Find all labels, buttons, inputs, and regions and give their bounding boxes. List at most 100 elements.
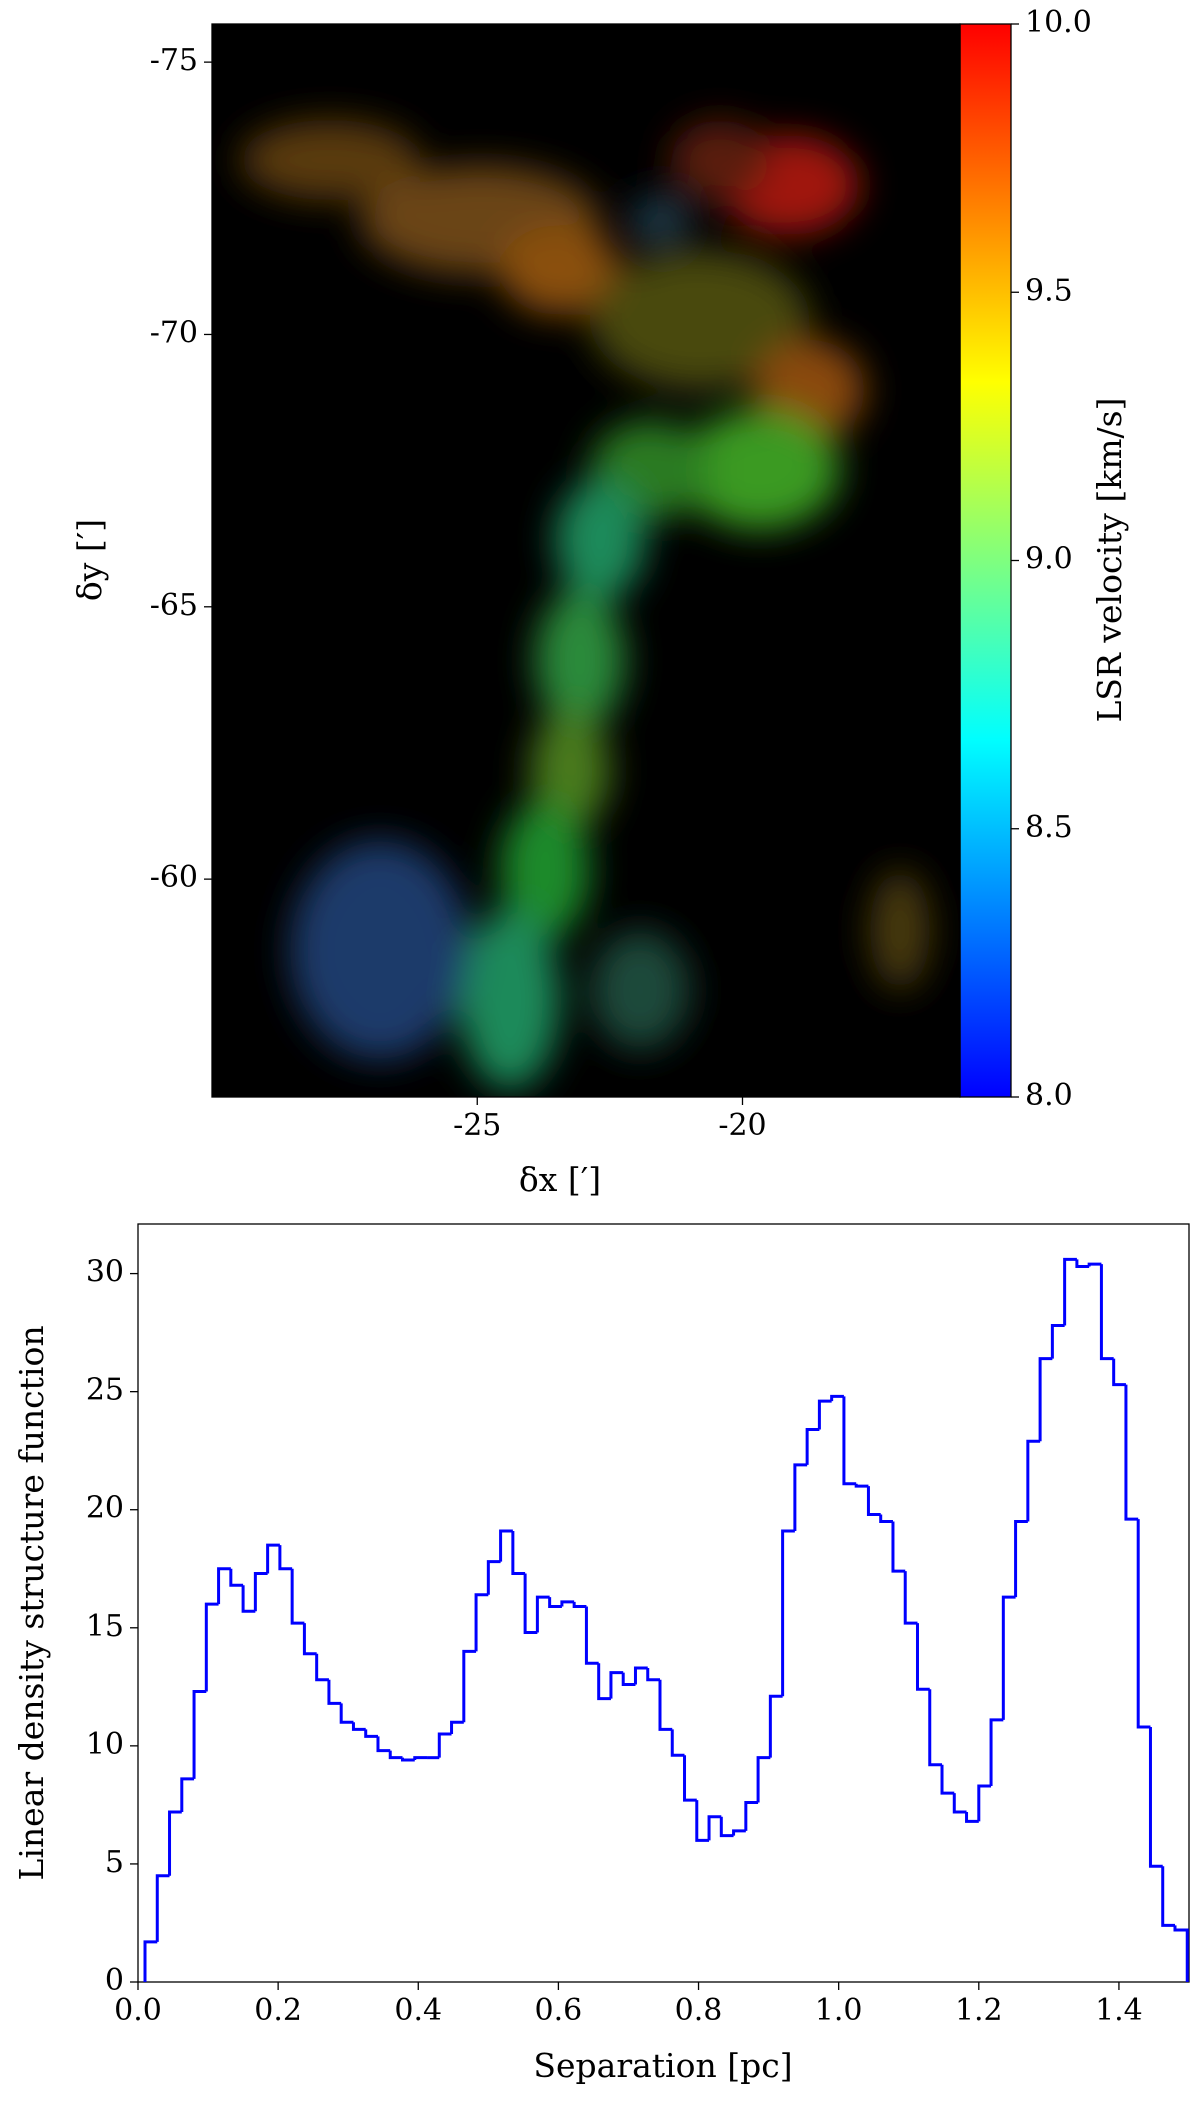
histogram-step <box>278 1545 293 1571</box>
histogram-step <box>351 1722 366 1731</box>
y-tick-label: 0 <box>105 1963 124 1998</box>
histogram-step <box>290 1568 305 1625</box>
histogram-step <box>302 1623 317 1656</box>
histogram-step <box>1063 1257 1077 1326</box>
histogram-step <box>646 1667 660 1682</box>
x-tick-label: 0.0 <box>114 1993 162 2028</box>
histogram-step <box>952 1793 967 1814</box>
histogram-step <box>891 1521 906 1573</box>
histogram-step <box>327 1679 342 1705</box>
histogram-step <box>143 1940 158 1982</box>
histogram-step <box>842 1396 857 1486</box>
histogram-step <box>879 1514 893 1524</box>
histogram-step <box>1136 1519 1151 1729</box>
histogram-step <box>511 1530 526 1575</box>
histogram-step <box>756 1756 771 1803</box>
histogram-step <box>1112 1358 1126 1387</box>
histogram-step <box>1014 1520 1028 1598</box>
histogram-step <box>1075 1259 1090 1268</box>
histogram-step <box>830 1394 844 1402</box>
axes-frame <box>211 23 961 1098</box>
histogram-step <box>768 1694 783 1758</box>
colorbar-label: LSR velocity [km/s] <box>1090 398 1129 723</box>
histogram-step <box>670 1729 685 1757</box>
histogram-step <box>1001 1595 1016 1720</box>
x-tick-label: 1.2 <box>955 1993 1003 2028</box>
histogram-step <box>253 1571 268 1612</box>
histogram-step <box>633 1666 648 1685</box>
histogram <box>143 1257 1189 1982</box>
velocity-map <box>212 24 960 1097</box>
histogram-step <box>584 1606 599 1665</box>
colorbar-tick-label: 10.0 <box>1025 5 1092 40</box>
histogram-step <box>1173 1925 1189 1982</box>
y-axis-label: δy [′] <box>70 519 109 601</box>
colorbar-tick-label: 9.5 <box>1025 273 1073 308</box>
histogram-step <box>658 1679 673 1731</box>
histogram-step <box>339 1703 354 1724</box>
colorbar-tick-label: 8.0 <box>1025 1078 1073 1113</box>
histogram-step <box>1087 1262 1102 1267</box>
colorbar-tick-label: 8.5 <box>1025 810 1073 845</box>
histogram-step <box>315 1653 329 1682</box>
histogram-step <box>866 1486 881 1516</box>
histogram-step <box>719 1816 734 1838</box>
histogram-step <box>241 1585 256 1613</box>
histogram-step <box>364 1729 378 1738</box>
x-tick-label: 0.2 <box>254 1993 302 2028</box>
y-tick-label: -75 <box>150 43 198 78</box>
histogram-step <box>450 1720 464 1735</box>
histogram-step <box>388 1750 403 1760</box>
histogram-step <box>204 1602 219 1692</box>
histogram-step <box>413 1756 428 1761</box>
histogram-step <box>560 1600 575 1607</box>
histogram-step <box>548 1597 562 1609</box>
histogram-step <box>572 1601 587 1609</box>
y-tick-label: 15 <box>86 1609 124 1644</box>
histogram-step <box>854 1483 869 1488</box>
histogram-step <box>168 1810 182 1876</box>
axes-frame <box>137 1223 1190 1983</box>
histogram-step <box>683 1755 697 1802</box>
y-tick-label: 5 <box>105 1845 124 1880</box>
histogram-step <box>915 1623 930 1691</box>
x-tick-label: -25 <box>453 1108 501 1143</box>
histogram-step <box>523 1573 538 1635</box>
histogram-step <box>1148 1726 1163 1868</box>
histogram-step <box>597 1663 611 1701</box>
histogram-step <box>805 1427 820 1465</box>
x-tick-label: 0.8 <box>675 1993 723 2028</box>
histogram-step <box>474 1593 489 1652</box>
histogram-step <box>928 1689 943 1767</box>
histogram-step <box>1161 1866 1175 1927</box>
histogram-step <box>965 1811 979 1823</box>
x-axis-label: Separation [pc] <box>533 2046 792 2085</box>
x-tick-label: 0.6 <box>535 1993 583 2028</box>
histogram-step <box>903 1571 918 1625</box>
histogram-step <box>155 1874 170 1942</box>
histogram-step <box>1099 1264 1114 1361</box>
histogram-step <box>793 1463 808 1531</box>
y-tick-label: 30 <box>86 1255 124 1290</box>
histogram-step <box>940 1764 955 1795</box>
histogram-step <box>499 1529 513 1562</box>
histogram-step <box>192 1690 207 1779</box>
x-tick-label: 0.4 <box>394 1993 442 2028</box>
x-tick-label: 1.4 <box>1095 1993 1143 2028</box>
histogram-step <box>744 1801 759 1831</box>
histogram-step <box>266 1543 280 1574</box>
histogram-step <box>462 1649 477 1723</box>
histogram-step <box>695 1800 710 1842</box>
histogram-step <box>486 1560 501 1595</box>
histogram-step <box>621 1672 636 1686</box>
y-axis-label: Linear density structure function <box>12 1325 51 1880</box>
histogram-step <box>1038 1357 1053 1442</box>
colorbar <box>959 23 1012 1098</box>
y-tick-label: 20 <box>86 1491 124 1526</box>
y-tick-label: -60 <box>150 860 198 895</box>
y-tick-label: 25 <box>86 1373 124 1408</box>
histogram-step <box>732 1829 746 1836</box>
colorbar-tick-label: 9.0 <box>1025 542 1073 577</box>
histogram-step <box>1124 1384 1139 1521</box>
